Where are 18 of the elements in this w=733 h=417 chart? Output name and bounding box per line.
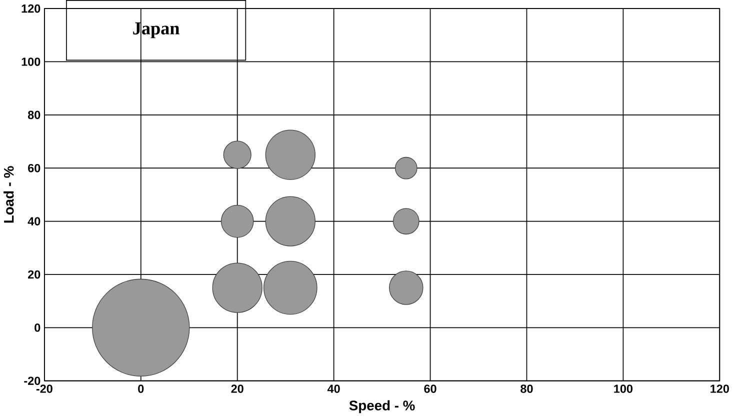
y-tick-label: 0 [34, 324, 40, 332]
y-tick-label: 80 [28, 110, 40, 120]
x-tick-label: -20 [36, 384, 52, 394]
y-tick-label: 20 [28, 270, 40, 279]
y-tick-label: -20 [24, 376, 40, 386]
x-tick-label: 20 [231, 384, 244, 394]
x-tick-label: 40 [327, 384, 340, 394]
y-tick-label: 40 [28, 217, 40, 226]
y-tick-label: 60 [28, 164, 40, 172]
y-tick-label: 120 [22, 4, 40, 13]
y-axis-title: Load - % [4, 166, 14, 223]
x-tick-label: 120 [710, 384, 729, 394]
x-tick-label: 60 [424, 384, 436, 394]
x-axis-title: Speed - % [349, 400, 415, 414]
x-tick-label: 100 [614, 384, 632, 394]
x-tick-label: 80 [520, 384, 533, 394]
x-tick-label: 0 [138, 384, 144, 394]
y-tick-label: 100 [22, 58, 40, 66]
